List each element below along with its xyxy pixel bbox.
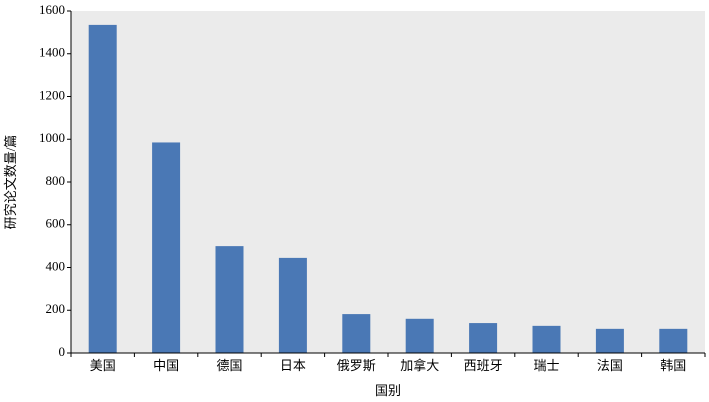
x-tick-label: 美国 (90, 358, 116, 373)
x-tick-label: 加拿大 (400, 358, 439, 373)
y-tick-label: 1000 (39, 130, 65, 145)
x-tick-label: 俄罗斯 (337, 358, 376, 373)
y-tick-label: 800 (46, 173, 66, 188)
bar (469, 323, 498, 353)
x-tick-label: 日本 (280, 358, 306, 373)
bar (88, 24, 117, 354)
x-tick-label: 法国 (597, 358, 623, 373)
bar (278, 257, 307, 353)
y-axis-label: 研究论文数量/篇 (3, 135, 18, 230)
bar (532, 325, 561, 353)
bar (595, 328, 624, 353)
bar (342, 314, 371, 353)
bar (405, 318, 434, 353)
bar (152, 142, 181, 353)
x-axis-label: 国别 (375, 383, 401, 398)
y-tick-label: 1600 (39, 2, 65, 17)
y-tick-label: 400 (46, 258, 66, 273)
y-tick-label: 200 (46, 301, 66, 316)
x-tick-label: 韩国 (660, 358, 686, 373)
x-tick-label: 德国 (216, 358, 242, 373)
y-tick-label: 0 (59, 344, 66, 359)
x-tick-label: 瑞士 (533, 358, 559, 373)
x-tick-label: 中国 (153, 358, 179, 373)
y-tick-label: 1400 (39, 45, 65, 60)
y-tick-label: 600 (46, 216, 66, 231)
y-tick-label: 1200 (39, 87, 65, 102)
bar (659, 328, 688, 353)
bar (215, 246, 244, 353)
x-tick-label: 西班牙 (464, 358, 503, 373)
